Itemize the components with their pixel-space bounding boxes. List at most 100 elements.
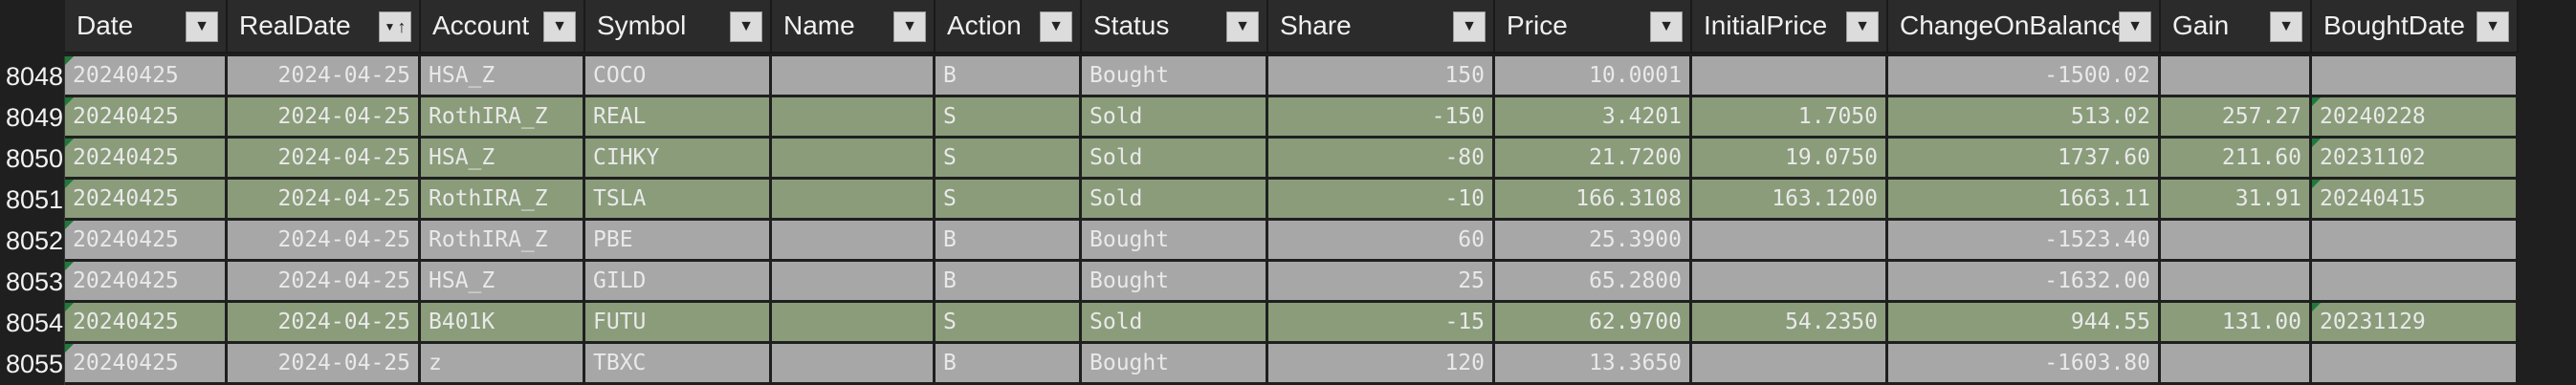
- cell-share[interactable]: 25: [1268, 262, 1495, 303]
- filter-dropdown-button[interactable]: ▼: [2270, 11, 2302, 42]
- column-header-change-on-balance[interactable]: ChangeOnBalance ▼: [1888, 0, 2161, 53]
- cell-share[interactable]: 120: [1268, 344, 1495, 385]
- filter-dropdown-button[interactable]: ▼: [730, 11, 762, 42]
- cell-gain[interactable]: [2161, 344, 2312, 385]
- cell-initial-price[interactable]: [1692, 221, 1888, 262]
- cell-change-on-balance[interactable]: -1632.00: [1888, 262, 2161, 303]
- cell-account[interactable]: HSA_Z: [421, 139, 585, 180]
- column-header-symbol[interactable]: Symbol ▼: [585, 0, 772, 53]
- cell-price[interactable]: 62.9700: [1495, 303, 1692, 344]
- cell-price[interactable]: 3.4201: [1495, 97, 1692, 139]
- cell-date[interactable]: 20240425: [65, 344, 228, 385]
- cell-price[interactable]: 25.3900: [1495, 221, 1692, 262]
- cell-change-on-balance[interactable]: 513.02: [1888, 97, 2161, 139]
- cell-symbol[interactable]: CIHKY: [585, 139, 772, 180]
- cell-account[interactable]: RothIRA_Z: [421, 97, 585, 139]
- cell-status[interactable]: Bought: [1082, 221, 1268, 262]
- cell-bought-date[interactable]: [2312, 221, 2519, 262]
- cell-date[interactable]: 20240425: [65, 262, 228, 303]
- filter-dropdown-button[interactable]: ▼: [2119, 11, 2151, 42]
- column-header-account[interactable]: Account ▼: [421, 0, 585, 53]
- filter-dropdown-button[interactable]: ▼: [186, 11, 218, 42]
- column-header-price[interactable]: Price ▼: [1495, 0, 1692, 53]
- cell-change-on-balance[interactable]: -1523.40: [1888, 221, 2161, 262]
- cell-gain[interactable]: 257.27: [2161, 97, 2312, 139]
- cell-symbol[interactable]: TSLA: [585, 180, 772, 221]
- filter-dropdown-button[interactable]: ▼: [1040, 11, 1072, 42]
- cell-date[interactable]: 20240425: [65, 221, 228, 262]
- cell-date[interactable]: 20240425: [65, 303, 228, 344]
- cell-account[interactable]: z: [421, 344, 585, 385]
- cell-gain[interactable]: 31.91: [2161, 180, 2312, 221]
- cell-gain[interactable]: 211.60: [2161, 139, 2312, 180]
- column-header-initial-price[interactable]: InitialPrice ▼: [1692, 0, 1888, 53]
- cell-symbol[interactable]: COCO: [585, 56, 772, 97]
- cell-real-date[interactable]: 2024-04-25: [228, 180, 421, 221]
- cell-status[interactable]: Bought: [1082, 262, 1268, 303]
- corner-cell[interactable]: [0, 0, 65, 53]
- row-number[interactable]: 8048: [0, 56, 65, 97]
- cell-change-on-balance[interactable]: -1500.02: [1888, 56, 2161, 97]
- cell-bought-date[interactable]: [2312, 56, 2519, 97]
- cell-account[interactable]: HSA_Z: [421, 262, 585, 303]
- cell-name[interactable]: [772, 303, 936, 344]
- cell-real-date[interactable]: 2024-04-25: [228, 221, 421, 262]
- cell-action[interactable]: B: [936, 344, 1082, 385]
- filter-dropdown-button[interactable]: ▼: [543, 11, 576, 42]
- cell-action[interactable]: S: [936, 97, 1082, 139]
- cell-status[interactable]: Bought: [1082, 56, 1268, 97]
- cell-change-on-balance[interactable]: 1663.11: [1888, 180, 2161, 221]
- filter-dropdown-button[interactable]: ▼: [1453, 11, 1486, 42]
- cell-initial-price[interactable]: [1692, 262, 1888, 303]
- cell-name[interactable]: [772, 139, 936, 180]
- filter-dropdown-button[interactable]: ▼: [1846, 11, 1879, 42]
- cell-bought-date[interactable]: [2312, 262, 2519, 303]
- cell-change-on-balance[interactable]: 1737.60: [1888, 139, 2161, 180]
- filter-dropdown-button[interactable]: ▼: [2477, 11, 2509, 42]
- filter-dropdown-button[interactable]: ▼: [1650, 11, 1683, 42]
- cell-symbol[interactable]: TBXC: [585, 344, 772, 385]
- cell-real-date[interactable]: 2024-04-25: [228, 56, 421, 97]
- cell-name[interactable]: [772, 344, 936, 385]
- cell-symbol[interactable]: FUTU: [585, 303, 772, 344]
- row-number[interactable]: 8051: [0, 180, 65, 221]
- cell-price[interactable]: 166.3108: [1495, 180, 1692, 221]
- cell-account[interactable]: HSA_Z: [421, 56, 585, 97]
- column-header-action[interactable]: Action ▼: [936, 0, 1082, 53]
- cell-name[interactable]: [772, 97, 936, 139]
- cell-gain[interactable]: 131.00: [2161, 303, 2312, 344]
- cell-account[interactable]: RothIRA_Z: [421, 221, 585, 262]
- cell-date[interactable]: 20240425: [65, 180, 228, 221]
- cell-real-date[interactable]: 2024-04-25: [228, 303, 421, 344]
- cell-account[interactable]: RothIRA_Z: [421, 180, 585, 221]
- cell-real-date[interactable]: 2024-04-25: [228, 139, 421, 180]
- cell-action[interactable]: B: [936, 56, 1082, 97]
- column-header-status[interactable]: Status ▼: [1082, 0, 1268, 53]
- cell-initial-price[interactable]: 19.0750: [1692, 139, 1888, 180]
- cell-symbol[interactable]: GILD: [585, 262, 772, 303]
- cell-date[interactable]: 20240425: [65, 97, 228, 139]
- cell-action[interactable]: B: [936, 262, 1082, 303]
- column-header-bought-date[interactable]: BoughtDate ▼: [2312, 0, 2519, 53]
- cell-share[interactable]: 60: [1268, 221, 1495, 262]
- cell-real-date[interactable]: 2024-04-25: [228, 97, 421, 139]
- cell-date[interactable]: 20240425: [65, 139, 228, 180]
- cell-gain[interactable]: [2161, 56, 2312, 97]
- cell-gain[interactable]: [2161, 221, 2312, 262]
- cell-action[interactable]: S: [936, 180, 1082, 221]
- column-header-gain[interactable]: Gain ▼: [2161, 0, 2312, 53]
- cell-share[interactable]: 150: [1268, 56, 1495, 97]
- cell-status[interactable]: Sold: [1082, 139, 1268, 180]
- cell-share[interactable]: -15: [1268, 303, 1495, 344]
- cell-change-on-balance[interactable]: -1603.80: [1888, 344, 2161, 385]
- cell-bought-date[interactable]: [2312, 344, 2519, 385]
- column-header-real-date[interactable]: RealDate ▼ ↑: [228, 0, 421, 53]
- cell-initial-price[interactable]: 1.7050: [1692, 97, 1888, 139]
- cell-share[interactable]: -10: [1268, 180, 1495, 221]
- cell-status[interactable]: Bought: [1082, 344, 1268, 385]
- cell-name[interactable]: [772, 56, 936, 97]
- cell-initial-price[interactable]: 163.1200: [1692, 180, 1888, 221]
- cell-bought-date[interactable]: 20231129: [2312, 303, 2519, 344]
- cell-name[interactable]: [772, 221, 936, 262]
